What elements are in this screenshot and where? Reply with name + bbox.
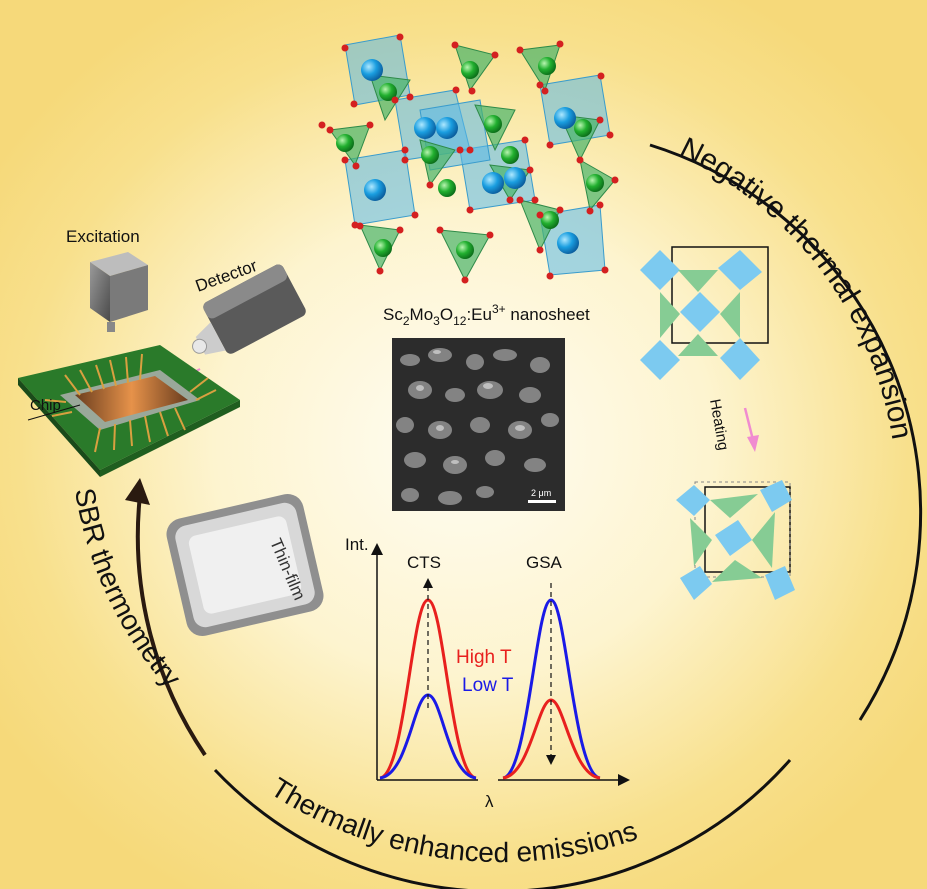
legend-low-t: Low T	[462, 675, 514, 696]
chip-board-icon: Chip	[18, 345, 240, 477]
scale-bar-label: 2 μm	[531, 488, 551, 498]
peak-label-gsa: GSA	[526, 553, 563, 572]
peak-label-cts: CTS	[407, 553, 441, 572]
arc-bottom	[213, 759, 792, 889]
detector-icon: Detector	[182, 256, 306, 379]
curve-gsa-low	[502, 598, 601, 780]
excitation-source-icon: Excitation	[66, 227, 148, 332]
arc-label-nte: Negative thermal expansion	[675, 131, 919, 441]
legend-high-t: High T	[456, 647, 512, 668]
excitation-label: Excitation	[66, 227, 140, 246]
chip-label: Chip	[30, 397, 61, 414]
arc-right	[649, 143, 923, 721]
crystal-structure	[318, 33, 619, 284]
x-axis-label: λ	[485, 792, 494, 811]
arc-label-tee: Thermally enhanced emissions	[266, 772, 641, 869]
arrow-head-sbr	[125, 478, 150, 505]
nte-cell-before	[640, 246, 769, 380]
atoms-oxygen	[318, 33, 619, 284]
arc-left-arrow	[134, 490, 207, 757]
spectrum-plot: Int. λ CTS GSA High T Low T	[345, 535, 630, 811]
arc-label-sbr: SBR thermometry	[69, 486, 187, 693]
y-axis-label: Int.	[345, 535, 369, 554]
atoms-blue	[361, 59, 579, 254]
heating-label: Heating	[706, 398, 732, 452]
heating-arrow: Heating	[706, 398, 759, 452]
material-label: Sc2Mo3O12:Eu3+ nanosheet	[383, 302, 590, 328]
process-cycle-arcs	[125, 143, 923, 889]
atoms-green	[336, 57, 604, 259]
thin-film: Thin-film	[166, 493, 324, 637]
nte-cell-after	[676, 480, 795, 600]
sem-image: 2 μm	[392, 338, 565, 511]
